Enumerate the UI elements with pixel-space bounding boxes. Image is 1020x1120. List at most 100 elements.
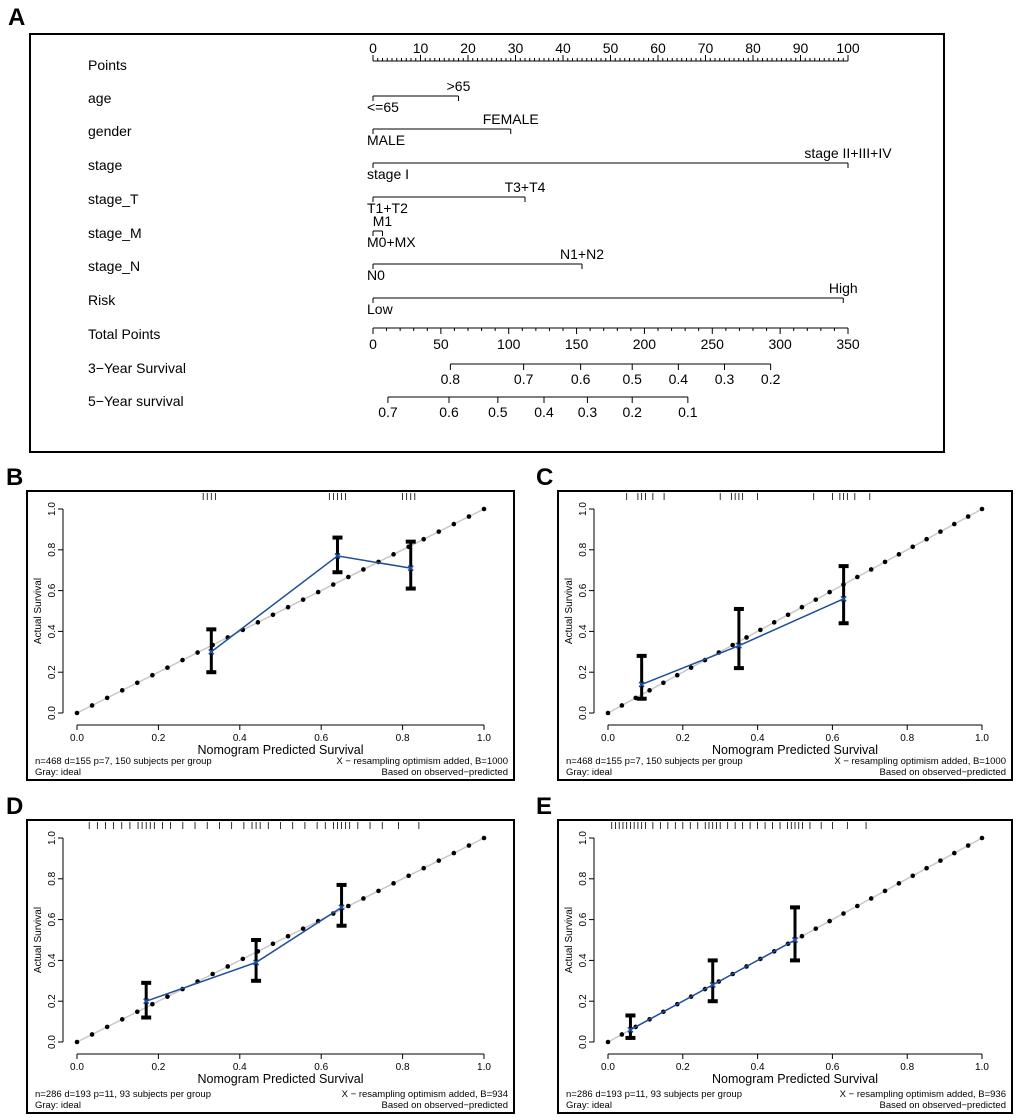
survival-axis-tick-label: 0.4 xyxy=(534,404,554,420)
note-right-1: X − resampling optimism added, B=1000 xyxy=(336,756,508,767)
ideal-point xyxy=(910,544,916,550)
ideal-point xyxy=(605,710,611,716)
ideal-point xyxy=(300,597,306,602)
ideal-line xyxy=(76,508,485,714)
variable-label-stage: stage xyxy=(88,157,122,173)
calibration-point-x xyxy=(208,648,215,655)
points-tick-label: 90 xyxy=(793,40,809,56)
survival-axis-label-1: 3−Year Survival xyxy=(88,360,186,376)
ideal-point xyxy=(421,865,427,871)
points-tick-label: 10 xyxy=(413,40,429,56)
ideal-point xyxy=(938,858,943,863)
variable-level-label: M1 xyxy=(373,213,393,229)
y-tick-label: 1.0 xyxy=(578,831,589,845)
note-right-2: Based on observed−predicted xyxy=(382,1100,509,1111)
calibration-frame-c xyxy=(557,490,1013,781)
calibration-point-x xyxy=(735,642,742,649)
panel-letter-b: B xyxy=(6,464,24,491)
survival-axis-tick-label: 0.5 xyxy=(622,371,642,387)
y-tick-label: 0.2 xyxy=(47,994,58,1008)
calibration-point-x xyxy=(143,998,150,1005)
survival-axis-tick-label: 0.6 xyxy=(439,404,459,420)
y-tick-label: 0.4 xyxy=(578,953,589,967)
panel-letter-a: A xyxy=(8,4,26,31)
ideal-point xyxy=(785,612,791,618)
y-tick-label: 0.2 xyxy=(578,665,589,679)
points-tick-label: 100 xyxy=(836,40,860,56)
y-tick-label: 1.0 xyxy=(47,502,58,516)
note-right-2: Based on observed−predicted xyxy=(880,767,1007,778)
note-right-2: Based on observed−predicted xyxy=(382,767,509,778)
x-tick-label: 0.2 xyxy=(676,733,690,744)
survival-axis-tick-label: 0.3 xyxy=(715,371,735,387)
note-left-2: Gray: ideal xyxy=(566,1100,612,1111)
y-tick-label: 0.6 xyxy=(47,583,58,597)
variable-label-age: age xyxy=(88,90,112,106)
x-tick-label: 1.0 xyxy=(975,733,989,744)
survival-axis-label-2: 5−Year survival xyxy=(88,393,184,409)
x-tick-label: 0.8 xyxy=(396,1062,410,1073)
ideal-point xyxy=(180,657,185,663)
survival-axis-tick-label: 0.4 xyxy=(669,371,689,387)
points-tick-label: 30 xyxy=(508,40,524,56)
ideal-point xyxy=(744,635,749,640)
ideal-point xyxy=(315,589,321,595)
ideal-point xyxy=(150,1001,155,1007)
ideal-point xyxy=(896,552,902,557)
ideal-point xyxy=(799,933,805,939)
x-tick-label: 0.8 xyxy=(900,733,914,744)
ideal-point xyxy=(300,926,306,931)
survival-axis-tick-label: 0.2 xyxy=(761,371,781,387)
y-tick-label: 0.8 xyxy=(578,871,589,885)
variable-level-label: N1+N2 xyxy=(560,246,604,262)
ideal-point xyxy=(896,881,902,886)
ideal-line xyxy=(607,508,983,714)
calibration-point-x xyxy=(334,552,341,559)
survival-axis-tick-label: 0.8 xyxy=(441,371,461,387)
ideal-point xyxy=(134,680,140,686)
ideal-point xyxy=(119,1017,125,1022)
variable-level-label: T1+T2 xyxy=(367,200,408,216)
panel-letter-e: E xyxy=(536,793,553,820)
ideal-point xyxy=(841,911,846,916)
x-tick-label: 1.0 xyxy=(975,1062,989,1073)
ideal-point xyxy=(827,918,832,924)
points-tick-label: 50 xyxy=(603,40,619,56)
ideal-point xyxy=(391,881,396,886)
ideal-point xyxy=(391,552,396,557)
ideal-point xyxy=(951,521,957,527)
ideal-point xyxy=(965,514,971,519)
x-tick-label: 0.6 xyxy=(825,1062,839,1073)
ideal-point xyxy=(674,672,680,678)
note-right-1: X − resampling optimism added, B=934 xyxy=(342,1089,508,1100)
ideal-point xyxy=(104,695,110,701)
ideal-point xyxy=(330,582,336,587)
total-points-tick-label: 250 xyxy=(701,336,725,352)
variable-level-label: High xyxy=(829,280,858,296)
ideal-point xyxy=(758,627,763,633)
ideal-point xyxy=(965,843,971,848)
ideal-point xyxy=(255,620,261,625)
variable-level-label: stage I xyxy=(367,166,409,182)
ideal-point xyxy=(104,1024,110,1030)
ideal-point xyxy=(346,574,351,580)
y-axis-label: Actual Survival xyxy=(33,907,44,973)
x-tick-label: 0.0 xyxy=(70,1062,84,1073)
ideal-point xyxy=(74,710,80,716)
calibration-point-x xyxy=(407,565,414,572)
ideal-point xyxy=(270,941,276,947)
total-points-tick-label: 50 xyxy=(433,336,449,352)
y-tick-label: 0.0 xyxy=(578,706,589,720)
ideal-point xyxy=(481,506,487,512)
ideal-point xyxy=(868,896,874,901)
variable-level-label: MALE xyxy=(367,132,405,148)
y-tick-label: 0.6 xyxy=(47,912,58,926)
x-tick-label: 0.4 xyxy=(233,1062,247,1073)
y-tick-label: 0.8 xyxy=(47,542,58,556)
note-left-2: Gray: ideal xyxy=(566,767,612,778)
x-tick-label: 0.6 xyxy=(825,733,839,744)
ideal-point xyxy=(74,1039,80,1045)
variable-label-stage_M: stage_M xyxy=(88,225,142,241)
ideal-point xyxy=(951,850,957,856)
